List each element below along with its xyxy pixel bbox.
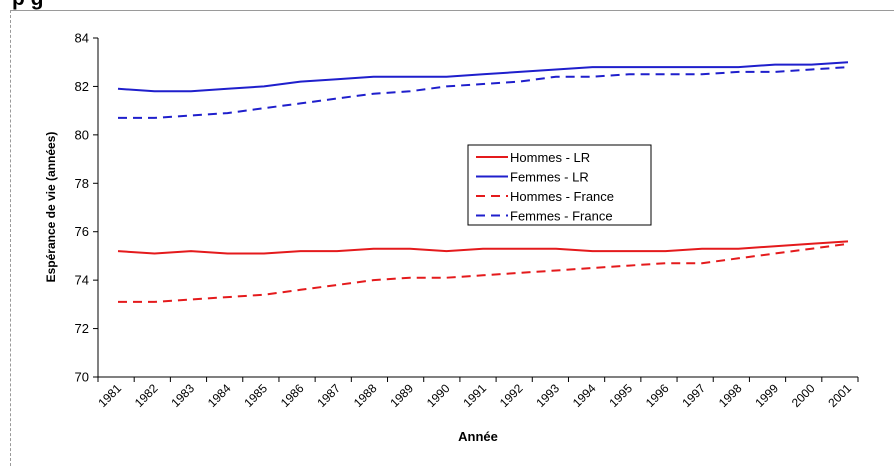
x-tick-label: 1989 (387, 381, 416, 410)
x-tick-label: 1998 (716, 381, 745, 410)
series-line-hommes-lr (117, 240, 849, 255)
x-tick-label: 1987 (314, 381, 343, 410)
series-line-femmes-lr (117, 61, 849, 93)
x-tick-label: 1984 (205, 381, 234, 410)
y-axis-title: Espérance de vie (années) (44, 132, 58, 283)
x-tick-label: 1986 (278, 381, 307, 410)
chart-title: p g (12, 0, 44, 10)
x-tick-label: 1988 (351, 381, 380, 410)
legend-label: Femmes - France (510, 209, 613, 224)
y-tick-label: 70 (75, 370, 89, 385)
x-tick-label: 1991 (460, 381, 489, 410)
x-tick-label: 1994 (570, 381, 599, 410)
series-line-hommes-france (118, 242, 849, 303)
y-tick-label: 74 (75, 273, 89, 288)
y-tick-label: 80 (75, 127, 89, 142)
x-tick-label: 1995 (606, 381, 635, 410)
x-tick-label: 1981 (95, 381, 124, 410)
x-tick-label: 2000 (789, 381, 818, 410)
legend-label: Hommes - France (510, 189, 614, 204)
x-tick-label: 1982 (132, 381, 161, 410)
y-tick-label: 78 (75, 176, 89, 191)
x-tick-label: 2001 (825, 381, 854, 410)
x-tick-label: 1997 (679, 381, 708, 410)
y-tick-label: 82 (75, 79, 89, 94)
y-tick-label: 76 (75, 224, 89, 239)
x-tick-label: 1992 (497, 381, 526, 410)
legend-label: Hommes - LR (510, 150, 590, 165)
chart-title-strip: p g (0, 0, 895, 10)
y-tick-label: 84 (75, 31, 89, 46)
x-axis-title: Année (458, 429, 498, 444)
x-tick-label: 1983 (168, 381, 197, 410)
legend-label: Femmes - LR (510, 170, 589, 185)
y-tick-label: 72 (75, 321, 89, 336)
x-tick-label: 1990 (424, 381, 453, 410)
x-tick-label: 1993 (533, 381, 562, 410)
legend-box (467, 144, 652, 226)
x-tick-label: 1999 (752, 381, 781, 410)
x-tick-label: 1985 (241, 381, 270, 410)
x-tick-label: 1996 (643, 381, 672, 410)
series-line-femmes-france (118, 66, 849, 119)
chart-frame (10, 10, 894, 466)
